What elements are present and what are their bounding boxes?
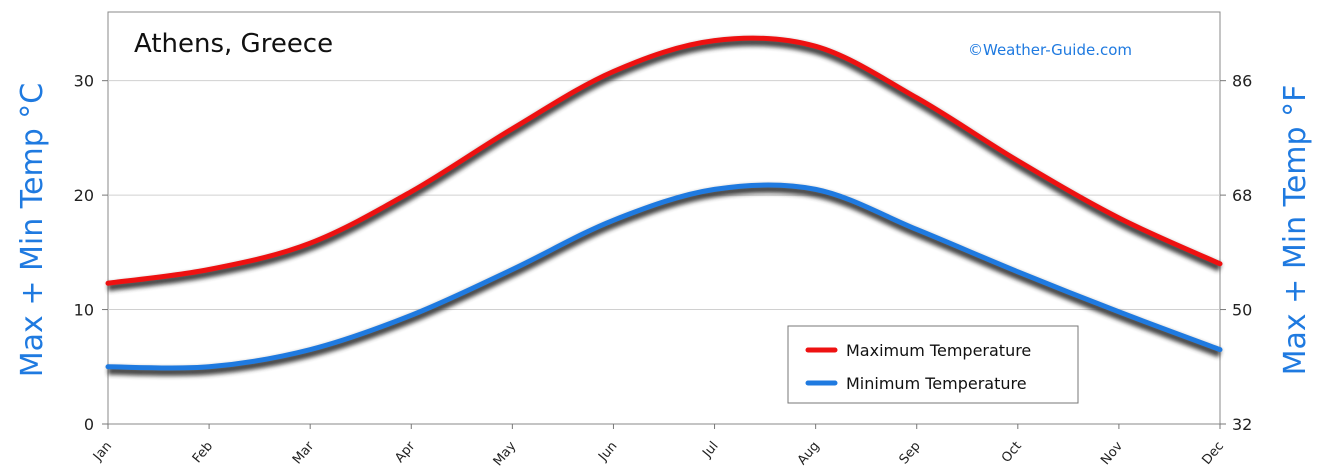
x-tick-label: Dec — [1199, 439, 1227, 468]
series-min-shadow — [107, 184, 1222, 377]
y-axis-right-title: Max + Min Temp °F — [1278, 85, 1313, 376]
x-tick-label: Oct — [999, 439, 1025, 466]
x-tick-label: Nov — [1098, 439, 1126, 468]
y-tick-label-right: 32 — [1232, 415, 1252, 434]
x-tick-label: Mar — [290, 438, 318, 467]
y-axis-right: 32 50 68 86 — [1232, 72, 1252, 434]
x-axis: Jan Feb Mar Apr May Jun Jul Aug Sep Oct Nov Dec — [90, 424, 1227, 469]
x-tick-label: Aug — [795, 439, 823, 468]
y-tick-label-left: 10 — [74, 301, 94, 320]
series-layer — [105, 35, 1223, 377]
x-tick-label: Feb — [190, 439, 216, 466]
y-tick-label-left: 0 — [84, 415, 94, 434]
y-tick-label-right: 50 — [1232, 301, 1252, 320]
y-tick-label-left: 30 — [74, 72, 94, 91]
y-axis-left-title: Max + Min Temp °C — [15, 83, 50, 377]
x-tick-label: May — [491, 439, 520, 469]
legend-label-min: Minimum Temperature — [846, 374, 1027, 393]
legend-label-max: Maximum Temperature — [846, 341, 1031, 360]
y-tick-label-right: 68 — [1232, 186, 1252, 205]
x-tick-label: Sep — [897, 439, 924, 467]
y-tick-label-right: 86 — [1232, 72, 1252, 91]
series-max-line — [105, 35, 1223, 286]
legend: Maximum Temperature Minimum Temperature — [787, 325, 1079, 404]
x-tick-label: Apr — [392, 438, 418, 465]
x-tick-label: Jan — [90, 439, 115, 465]
series-min-line — [105, 182, 1223, 371]
y-tick-label-left: 20 — [74, 186, 94, 205]
grid — [102, 80, 1226, 425]
x-tick-label: Jul — [699, 439, 721, 461]
x-tick-label: Jun — [595, 439, 620, 465]
legend-box — [787, 325, 1079, 404]
y-axis-left: 0 10 20 30 — [74, 72, 94, 434]
watermark: ©Weather-Guide.com — [968, 41, 1132, 59]
chart-title: Athens, Greece — [134, 29, 333, 59]
series-max-shadow — [107, 38, 1222, 292]
